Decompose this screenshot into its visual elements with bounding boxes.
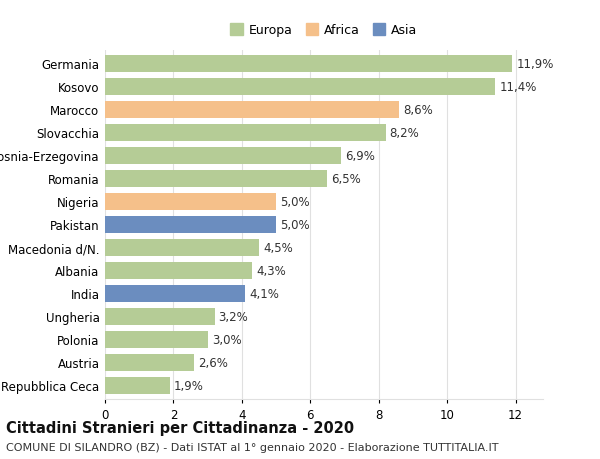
Text: 5,0%: 5,0% bbox=[280, 218, 310, 231]
Text: 4,3%: 4,3% bbox=[256, 264, 286, 277]
Bar bbox=[105, 56, 512, 73]
Bar bbox=[105, 148, 341, 164]
Bar bbox=[105, 263, 252, 279]
Legend: Europa, Africa, Asia: Europa, Africa, Asia bbox=[230, 24, 418, 37]
Text: 3,2%: 3,2% bbox=[218, 310, 248, 323]
Text: 2,6%: 2,6% bbox=[198, 356, 228, 369]
Bar bbox=[105, 331, 208, 348]
Bar bbox=[105, 171, 328, 187]
Text: 4,5%: 4,5% bbox=[263, 241, 293, 254]
Bar bbox=[105, 102, 399, 118]
Text: 4,1%: 4,1% bbox=[250, 287, 279, 300]
Bar bbox=[105, 240, 259, 256]
Text: 6,5%: 6,5% bbox=[332, 173, 361, 185]
Text: 11,9%: 11,9% bbox=[517, 58, 554, 71]
Text: 3,0%: 3,0% bbox=[212, 333, 241, 346]
Bar bbox=[105, 308, 215, 325]
Text: 8,6%: 8,6% bbox=[403, 104, 433, 117]
Bar bbox=[105, 285, 245, 302]
Bar bbox=[105, 194, 276, 210]
Text: 6,9%: 6,9% bbox=[345, 150, 375, 162]
Text: 8,2%: 8,2% bbox=[390, 127, 419, 140]
Text: Cittadini Stranieri per Cittadinanza - 2020: Cittadini Stranieri per Cittadinanza - 2… bbox=[6, 420, 354, 435]
Text: 1,9%: 1,9% bbox=[174, 379, 204, 392]
Bar bbox=[105, 125, 386, 141]
Bar bbox=[105, 79, 495, 95]
Text: 11,4%: 11,4% bbox=[499, 81, 536, 94]
Text: COMUNE DI SILANDRO (BZ) - Dati ISTAT al 1° gennaio 2020 - Elaborazione TUTTITALI: COMUNE DI SILANDRO (BZ) - Dati ISTAT al … bbox=[6, 442, 499, 452]
Bar bbox=[105, 217, 276, 233]
Bar bbox=[105, 354, 194, 371]
Text: 5,0%: 5,0% bbox=[280, 196, 310, 208]
Bar bbox=[105, 377, 170, 394]
